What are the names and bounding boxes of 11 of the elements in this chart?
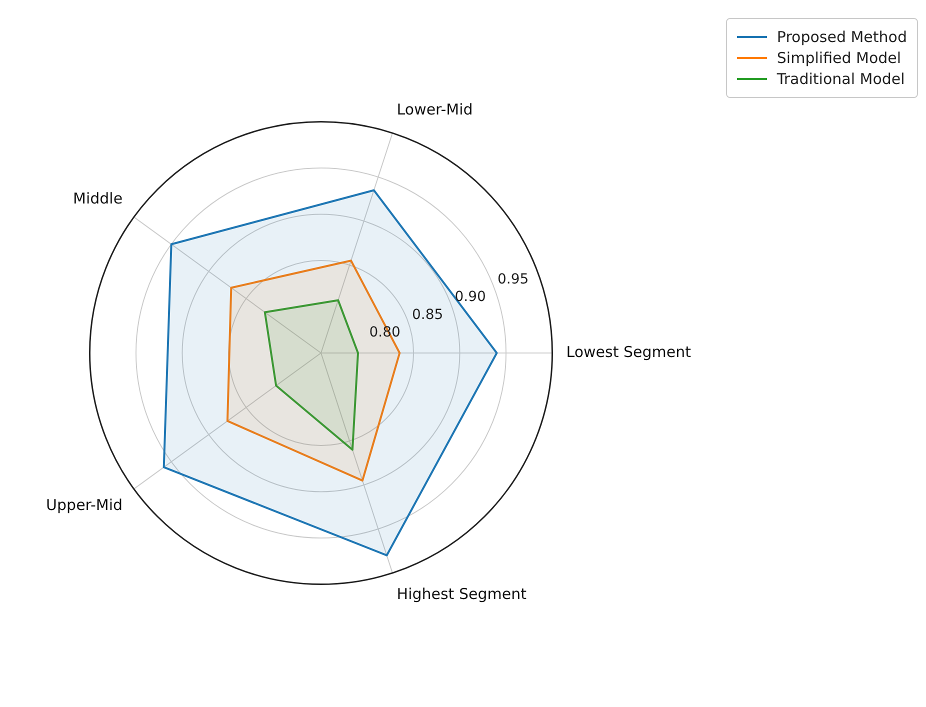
y-tick-label: 0.85 (412, 306, 444, 323)
spoke-label: Middle (73, 190, 123, 208)
spoke-label: Upper-Mid (46, 496, 123, 514)
y-tick-label: 0.95 (497, 272, 529, 288)
spoke-label: Highest Segment (396, 585, 527, 604)
y-tick-label: 0.90 (454, 289, 486, 306)
spoke-label: Lower-Mid (396, 100, 473, 119)
legend-label: Simplified Model (776, 49, 902, 67)
spoke-label: Lowest Segment (566, 342, 692, 361)
legend-label: Proposed Method (776, 28, 907, 46)
legend-label: Traditional Model (776, 70, 905, 88)
